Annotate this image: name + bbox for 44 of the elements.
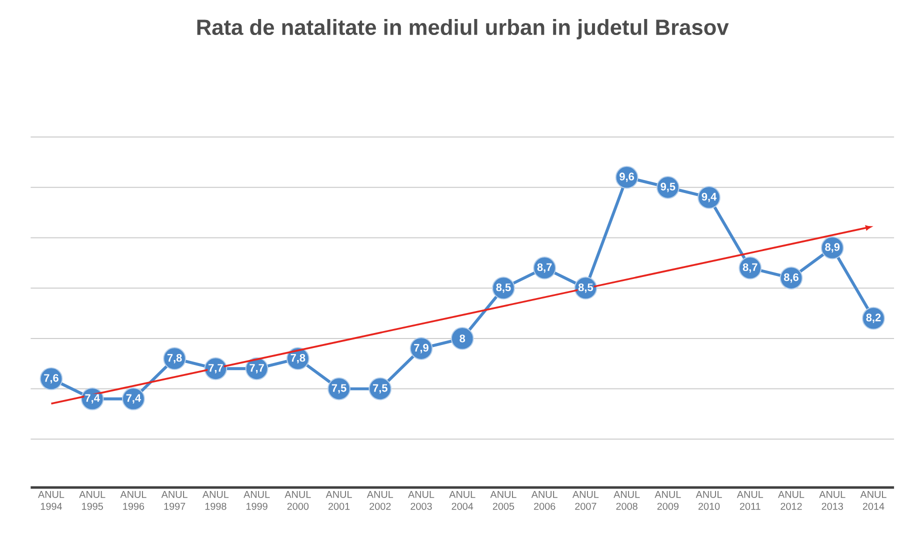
x-tick-label: ANUL 1996 — [120, 490, 146, 510]
x-tick-label: ANUL 2005 — [490, 490, 516, 510]
data-label: 8,5 — [578, 283, 593, 293]
x-tick-label: ANUL 1994 — [38, 490, 64, 510]
data-label: 8,9 — [825, 243, 840, 252]
x-tick-label: ANUL 2007 — [572, 490, 599, 510]
data-label: 8,5 — [496, 283, 511, 293]
data-label: 7,8 — [167, 354, 182, 364]
data-label: 7,6 — [44, 374, 58, 384]
data-label: 8 — [460, 334, 466, 342]
data-label: 9,5 — [660, 182, 676, 192]
x-tick-label: ANUL 2010 — [696, 490, 722, 510]
point — [450, 326, 474, 350]
data-label: 7,4 — [85, 394, 100, 404]
x-tick-label: ANUL 2008 — [614, 490, 640, 510]
x-tick-label: ANUL 2013 — [819, 490, 846, 510]
x-tick-label: ANUL 1999 — [244, 490, 270, 510]
x-tick-label: ANUL 2004 — [449, 490, 476, 510]
x-tick-label: ANUL 1997 — [161, 490, 188, 510]
x-tick-label: ANUL 2009 — [654, 490, 681, 510]
data-label: 9,6 — [620, 172, 634, 182]
data-label: 7,8 — [290, 354, 306, 364]
x-tick-label: ANUL 2003 — [408, 490, 434, 510]
x-tick-label: ANUL 1998 — [202, 490, 229, 510]
x-tick-label: ANUL 2011 — [736, 490, 764, 510]
x-tick-label: ANUL 2001 — [326, 490, 352, 510]
x-tick-label: ANUL 2012 — [778, 490, 804, 510]
data-label: 7,4 — [126, 394, 141, 404]
data-label: 7,7 — [250, 364, 264, 374]
data-label: 8,7 — [537, 263, 552, 272]
chart-title: Rata de natalitate in mediul urban in judetul Brasov — [197, 18, 729, 40]
x-tick-label: ANUL 1995 — [79, 490, 106, 510]
data-label: 7,5 — [373, 384, 388, 394]
x-tick-label: ANUL 2006 — [531, 490, 558, 510]
data-label: 7,7 — [208, 364, 223, 374]
x-tick-label: ANUL 2014 — [860, 490, 886, 510]
x-tick-label: ANUL 2002 — [366, 490, 394, 510]
data-label: 7,5 — [332, 384, 346, 394]
x-tick-label: ANUL 2000 — [284, 490, 311, 510]
data-label: 9,4 — [702, 192, 717, 202]
data-label: 8,2 — [866, 313, 881, 323]
data-label: 8,6 — [784, 273, 798, 283]
data-label: 8,7 — [742, 263, 758, 272]
data-label: 7,9 — [414, 344, 428, 354]
